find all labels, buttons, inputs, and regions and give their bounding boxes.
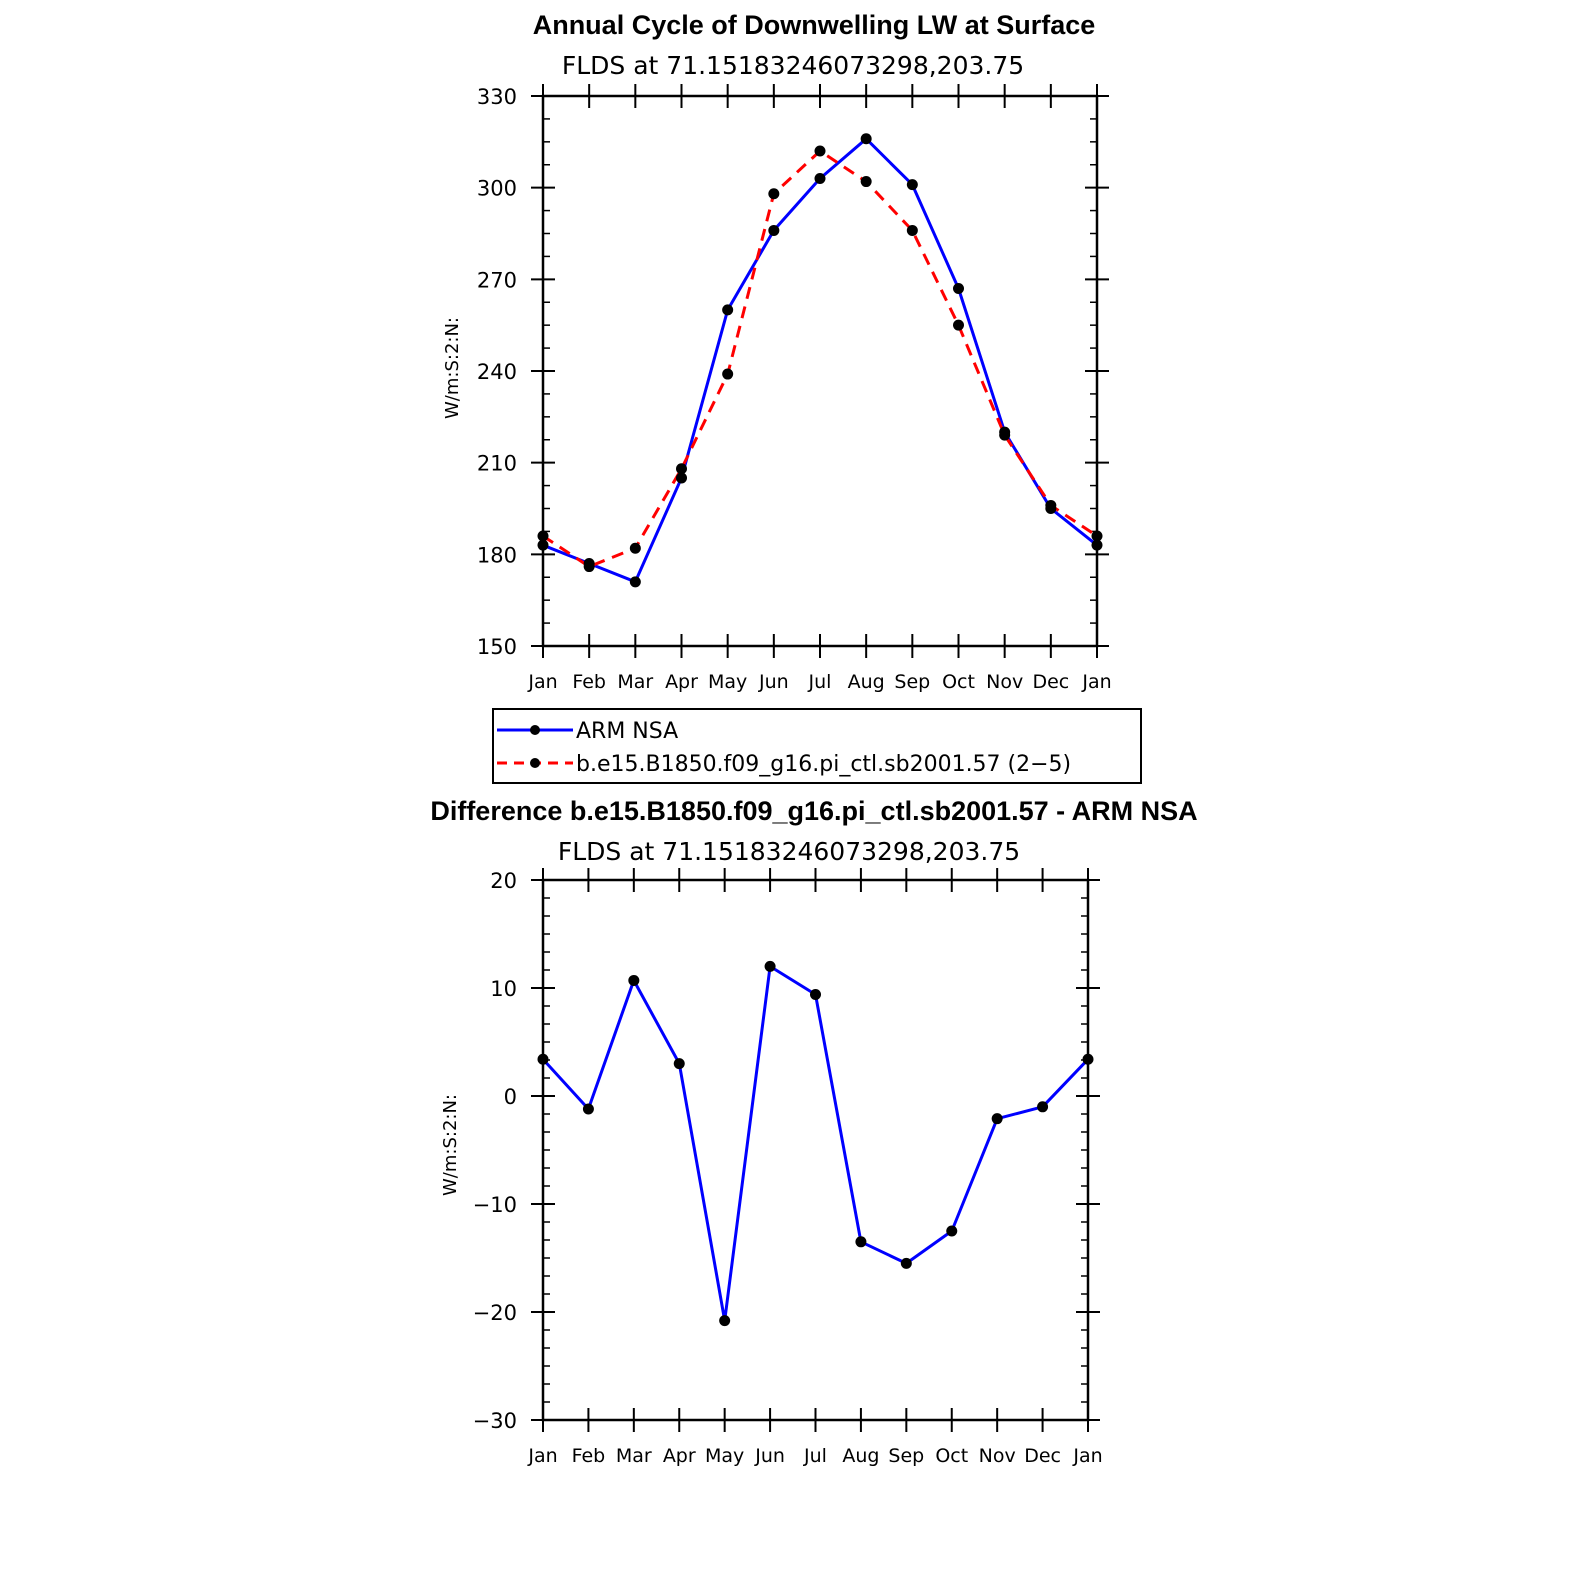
bottom-x-tick-label: Oct [935,1445,968,1467]
bottom-y-tick-label: 0 [504,1085,517,1109]
bottom-y-axis-label: W/m:S:2:N: [440,1094,461,1196]
bottom-data-point-0 [537,1053,549,1065]
bottom-data-point-0 [810,988,821,1000]
bottom-data-point-0 [764,960,776,972]
top-y-tick-label: 210 [477,452,517,476]
top-chart-subtitle: FLDS at 71.15183246073298,203.75 [562,51,1024,80]
bottom-data-point-0 [628,974,640,986]
bottom-y-tick-label: −20 [473,1301,517,1325]
top-y-tick-label: 150 [477,635,517,659]
top-data-point-0 [768,224,780,236]
bottom-x-tick-label: Jul [803,1445,827,1467]
top-x-tick-label: Jun [758,671,789,693]
top-chart-title: Annual Cycle of Downwelling LW at Surfac… [533,10,1096,40]
top-y-tick-label: 270 [477,268,517,292]
bottom-data-point-0 [946,1225,958,1237]
top-data-point-1 [814,145,826,157]
top-data-point-0 [906,179,918,191]
bottom-x-tick-label: Jun [754,1445,785,1467]
bottom-data-point-0 [1082,1053,1094,1065]
bottom-x-tick-label: Feb [572,1445,606,1467]
top-series-line-0 [542,137,1098,584]
bottom-data-point-0 [855,1236,867,1248]
top-data-point-0 [1091,539,1103,551]
top-data-point-1 [722,368,734,380]
top-data-point-0 [537,539,549,551]
legend-box [492,708,1142,784]
top-data-point-1 [676,463,687,475]
top-data-point-0 [676,472,687,484]
bottom-series-line-0 [541,964,1090,1323]
bottom-x-tick-label: Sep [888,1445,924,1467]
top-x-tick-label: May [708,671,747,693]
legend: ARM NSA b.e15.B1850.f09_g16.pi_ctl.sb200… [492,708,1142,784]
top-x-tick-label: Jul [808,671,832,693]
top-x-tick-label: Oct [942,671,975,693]
legend-model-marker [530,758,540,768]
top-y-tick-label: 330 [477,85,517,109]
bottom-x-tick-label: Dec [1024,1445,1061,1467]
top-x-tick-label: Apr [665,671,698,693]
top-data-point-0 [860,133,872,145]
bottom-data-point-0 [991,1113,1003,1125]
bottom-x-tick-label: May [705,1445,744,1467]
legend-arm-marker [530,725,540,735]
bottom-data-point-0 [582,1103,594,1115]
bottom-x-tick-label: Apr [663,1445,696,1467]
top-data-point-0 [814,173,826,184]
bottom-chart-plot: −30 −20 −10 0 10 20 Jan Feb Mar Apr May Jun Jul Aug Se… [473,868,1103,1467]
bottom-plot-frame [541,878,1090,1422]
top-data-point-0 [722,304,734,316]
top-series-line-1 [542,149,1098,569]
bottom-data-point-0 [719,1315,731,1327]
bottom-x-tick-label: Nov [979,1445,1016,1467]
top-x-tick-label: Jan [1081,671,1111,693]
top-x-tick-label: Sep [894,671,930,693]
top-chart-plot: 150 180 210 240 270 300 330 Jan Feb Mar Apr May Jun J… [477,84,1112,693]
bottom-x-tick-label: Mar [616,1445,652,1467]
top-x-tick-label: Nov [986,671,1023,693]
top-data-point-1 [1091,530,1103,542]
legend-model-label: b.e15.B1850.f09_g16.pi_ctl.sb2001.57 (2−… [576,752,1071,777]
top-data-point-1 [537,530,549,542]
bottom-x-tick-label: Aug [842,1445,879,1467]
top-data-point-1 [860,176,872,188]
top-x-tick-label: Dec [1032,671,1069,693]
top-y-tick-label: 300 [477,177,517,201]
top-data-point-0 [629,576,641,588]
bottom-y-tick-label: −30 [473,1409,517,1433]
top-data-point-0 [953,283,964,294]
bottom-data-point-0 [673,1058,685,1070]
top-data-point-1 [583,561,595,573]
legend-arm-label: ARM NSA [576,719,678,744]
bottom-data-point-0 [1037,1101,1049,1113]
bottom-y-tick-label: 20 [490,869,517,893]
top-y-axis-label: W/m:S:2:N: [442,317,463,419]
bottom-y-tick-label: −10 [473,1193,517,1217]
bottom-data-point-0 [900,1257,912,1269]
top-x-tick-label: Jan [527,671,557,693]
top-x-tick-label: Feb [572,671,606,693]
bottom-x-tick-label: Jan [527,1445,557,1467]
bottom-y-tick-label: 10 [490,977,517,1001]
bottom-chart-title: Difference b.e15.B1850.f09_g16.pi_ctl.sb… [430,796,1197,826]
top-data-point-1 [953,319,964,331]
top-x-tick-label: Aug [848,671,885,693]
top-data-point-1 [906,224,918,236]
bottom-x-tick-label: Jan [1072,1445,1102,1467]
bottom-chart-subtitle: FLDS at 71.15183246073298,203.75 [558,837,1020,866]
top-data-point-1 [629,542,641,554]
top-y-tick-label: 180 [477,543,517,567]
top-data-point-1 [1045,499,1057,511]
top-y-tick-label: 240 [477,360,517,384]
top-x-tick-label: Mar [617,671,653,693]
top-data-point-1 [768,188,780,200]
top-data-point-1 [999,429,1011,441]
